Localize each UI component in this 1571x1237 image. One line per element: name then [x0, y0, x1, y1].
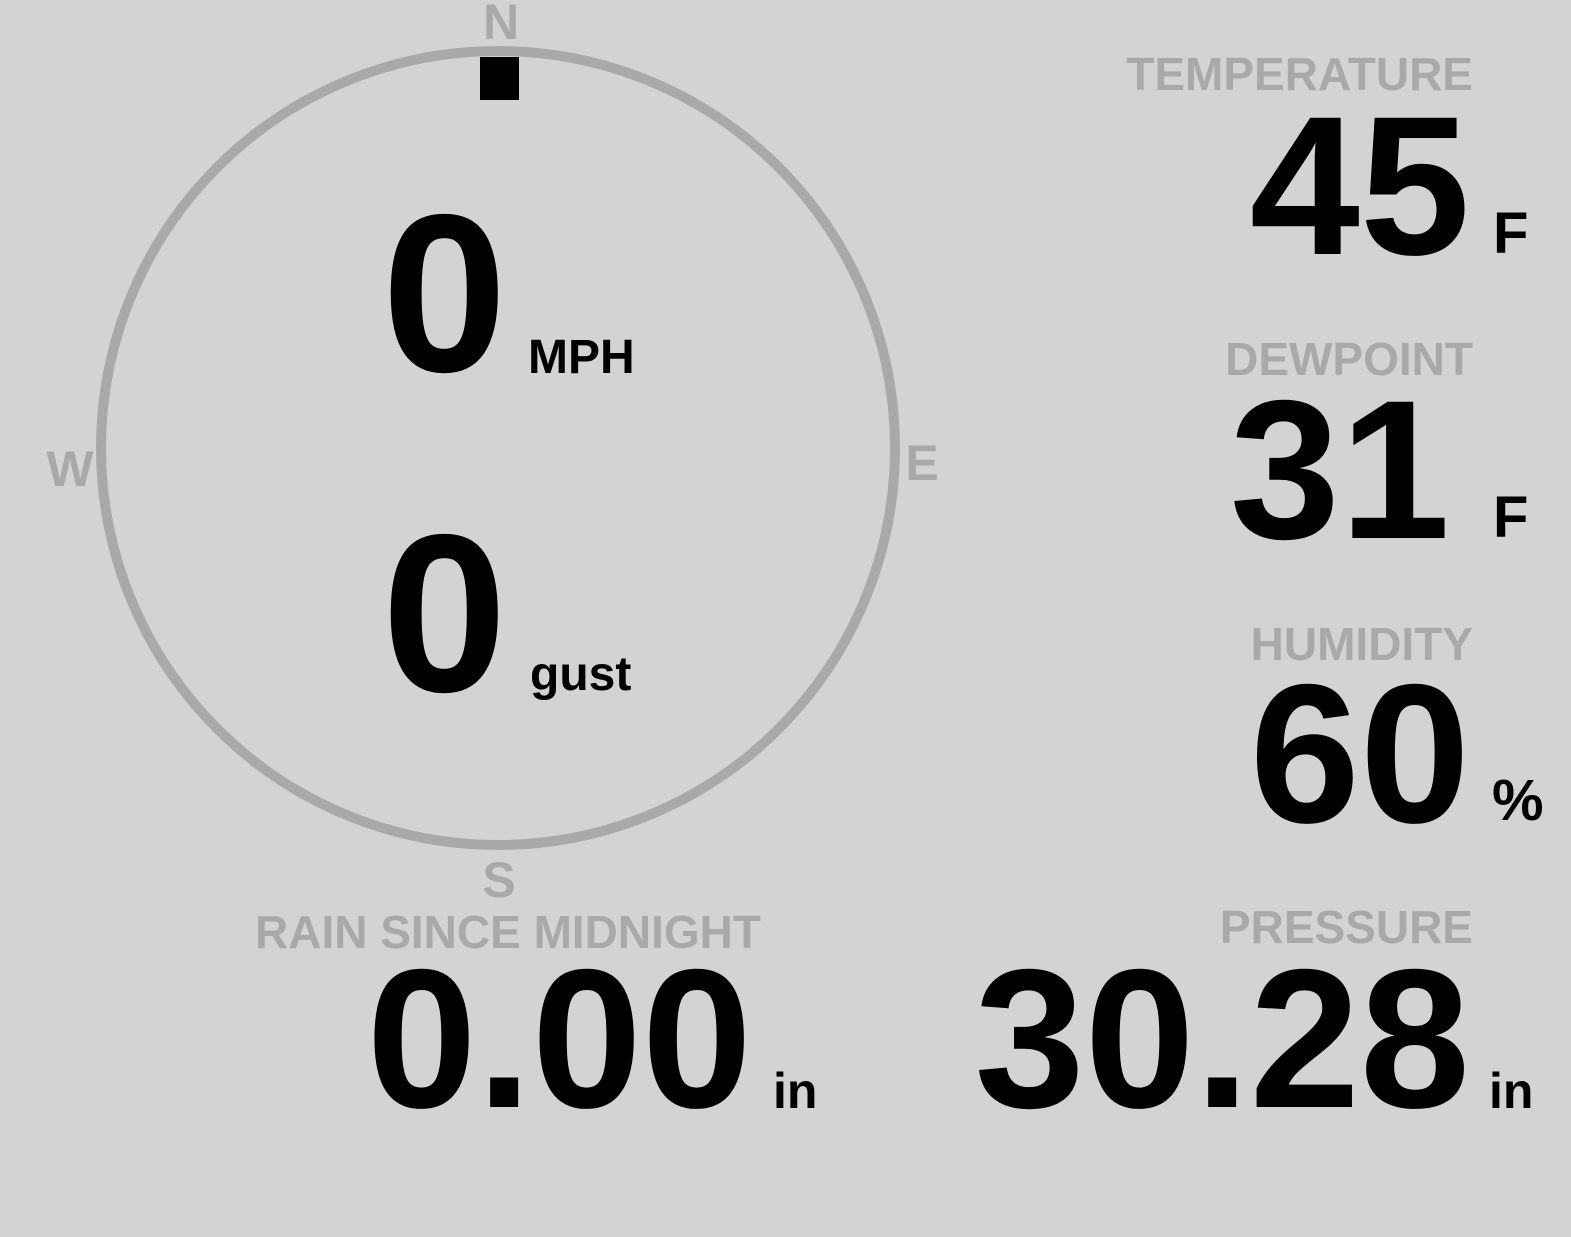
wind-gust-unit: gust: [530, 648, 632, 701]
wind-direction-indicator: [480, 57, 519, 100]
humidity-label: HUMIDITY: [1250, 618, 1473, 670]
pressure-value: 30.28: [974, 928, 1470, 1149]
dewpoint-value: 31: [1229, 359, 1450, 580]
temperature-label: TEMPERATURE: [1126, 48, 1473, 100]
compass-east-label: E: [905, 435, 939, 491]
rain-value: 0.00: [366, 928, 752, 1149]
dewpoint-label: DEWPOINT: [1225, 333, 1473, 385]
temperature-value: 45: [1249, 75, 1470, 296]
pressure-label: PRESSURE: [1219, 901, 1473, 953]
wind-speed-value: 0: [381, 167, 507, 419]
humidity-value: 60: [1249, 643, 1470, 864]
dewpoint-unit: F: [1493, 485, 1529, 550]
compass-ring: [96, 46, 900, 850]
compass-south-label: S: [482, 852, 516, 908]
rain-label: RAIN SINCE MIDNIGHT: [255, 906, 761, 958]
temperature-unit: F: [1493, 201, 1529, 266]
humidity-unit: %: [1492, 768, 1544, 833]
pressure-unit: in: [1489, 1063, 1534, 1119]
compass-west-label: W: [46, 441, 94, 497]
compass-north-label: N: [482, 0, 520, 50]
rain-unit: in: [773, 1063, 818, 1119]
wind-gust-value: 0: [381, 487, 507, 739]
wind-speed-unit: MPH: [528, 331, 635, 384]
